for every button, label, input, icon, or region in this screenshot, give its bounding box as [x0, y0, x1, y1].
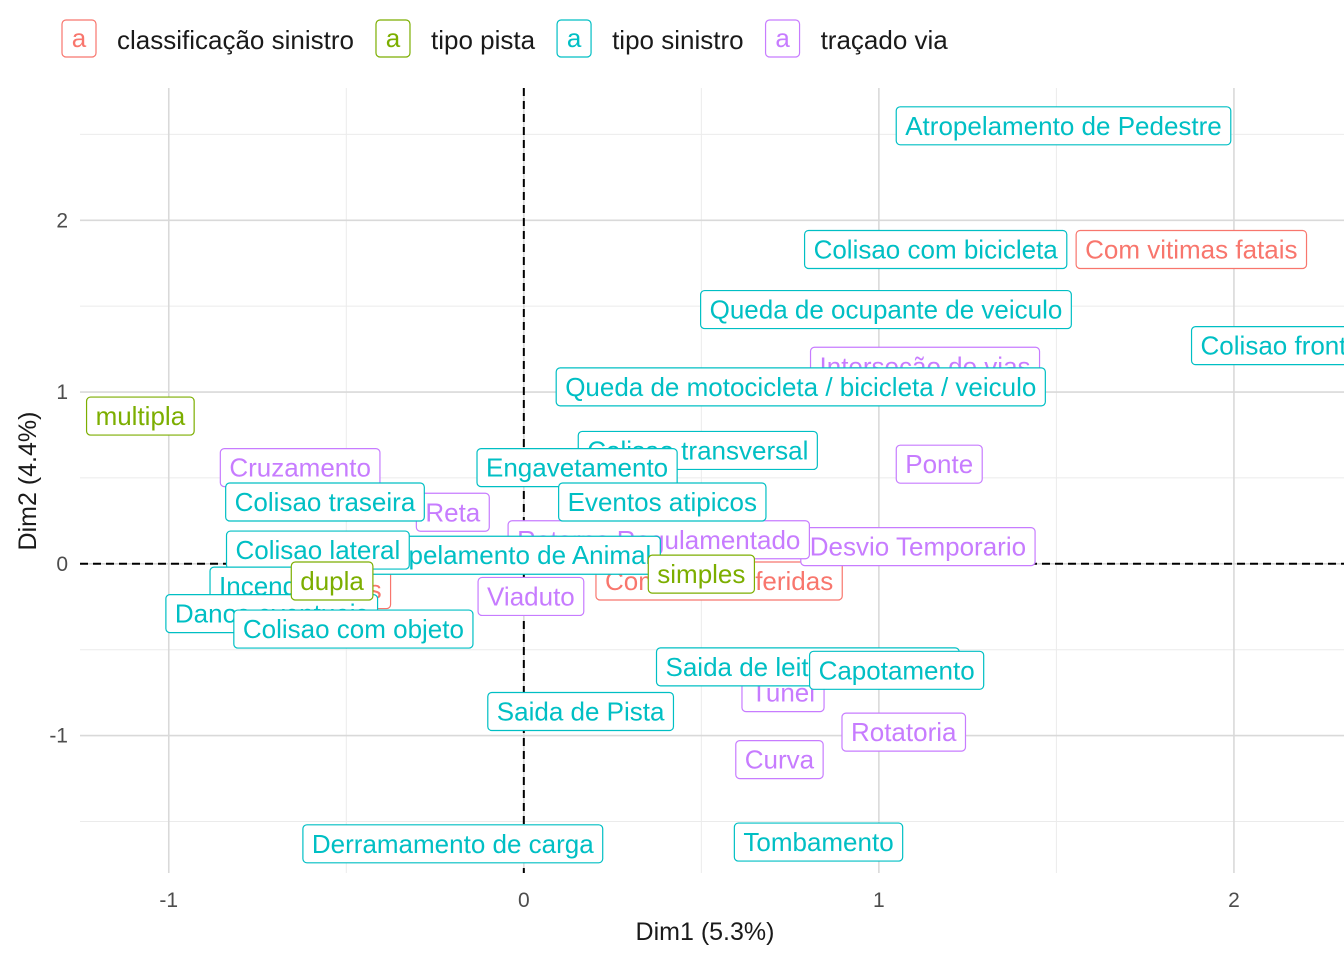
point-label-text: Capotamento	[819, 655, 975, 685]
point-label-text: Colisao traseira	[235, 487, 416, 517]
point-label-box	[477, 576, 585, 617]
legend-key-glyph: a	[386, 23, 401, 53]
point-label-text: Queda de motocicleta / bicicleta / veicu…	[565, 372, 1036, 402]
legend: a classificação sinistro a tipo pista a tipo …	[61, 19, 949, 58]
point-label-box	[487, 691, 675, 732]
point-label-text: Colisao frontal	[1201, 331, 1344, 361]
legend-key-glyph: a	[72, 23, 87, 53]
point-label-text: simples	[657, 559, 745, 589]
point-label-box	[558, 482, 767, 522]
point-label-box	[895, 106, 1232, 146]
point-label: Rotatoria	[841, 712, 967, 752]
point-label-text: Desvio Temporario	[810, 532, 1026, 562]
legend-item: a classificação sinistro	[61, 19, 354, 58]
point-label: multipla	[85, 396, 195, 436]
x-axis-title: Dim1 (5.3%)	[636, 918, 775, 946]
point-label: Colisao com bicicleta	[803, 229, 1068, 270]
legend-label: classificação sinistro	[117, 25, 354, 55]
point-label: Colisao traseira	[225, 482, 425, 522]
legend-key	[556, 19, 592, 58]
legend-item: a tipo pista	[375, 19, 536, 58]
legend-key-glyph: a	[567, 23, 582, 53]
point-label-text: Derramamento de carga	[312, 829, 594, 859]
point-label: simples	[647, 554, 756, 594]
legend-label: traçado via	[821, 25, 949, 55]
point-label-text: Tombamento	[743, 827, 893, 857]
point-label: Colisao frontal	[1190, 326, 1344, 366]
y-axis-title: Dim2 (4.4%)	[14, 412, 42, 551]
point-label-box	[700, 289, 1072, 330]
point-label: Tombamento	[733, 822, 904, 862]
point-label: Queda de ocupante de veiculo	[700, 289, 1072, 330]
point-label: Eventos atipicos	[558, 482, 767, 522]
point-label-text: Saida de Pista	[497, 697, 665, 727]
point-label-box	[233, 609, 474, 649]
x-tick-label: 1	[873, 889, 885, 912]
point-label: Viaduto	[477, 576, 585, 617]
point-label-box	[841, 712, 967, 752]
point-label-box	[1190, 326, 1344, 366]
point-label-text: Rotatoria	[851, 717, 957, 747]
point-label-box	[803, 229, 1068, 270]
point-label: Queda de motocicleta / bicicleta / veicu…	[555, 367, 1046, 407]
point-label-box	[808, 650, 985, 690]
point-label: Com vitimas fatais	[1075, 229, 1308, 270]
point-label-text: Curva	[745, 745, 815, 775]
point-label-box	[290, 561, 374, 601]
point-label-text: Eventos atipicos	[568, 487, 757, 517]
point-label: Ponte	[895, 444, 983, 484]
x-tick-label: -1	[159, 889, 178, 912]
y-tick-label: -1	[49, 725, 68, 748]
point-label-box	[85, 396, 195, 436]
point-label: Saida de Pista	[487, 691, 675, 732]
y-tick-label: 1	[56, 381, 68, 404]
point-label-text: Ponte	[905, 449, 973, 479]
point-label-text: Colisao com objeto	[243, 614, 464, 644]
point-label-text: dupla	[300, 566, 364, 596]
x-tick-label: 0	[518, 889, 530, 912]
point-label: Reta	[415, 492, 490, 532]
point-label-box	[302, 824, 604, 864]
axis-ticks: -1 0 1 2 -1 0 1 2	[49, 209, 1239, 912]
point-label-text: Engavetamento	[486, 453, 668, 483]
point-label: Colisao com objeto	[233, 609, 474, 649]
legend-item: a tipo sinistro	[556, 19, 744, 58]
point-label: Cruzamento	[219, 448, 381, 488]
point-label-box	[225, 482, 425, 522]
legend-item: a traçado via	[764, 19, 949, 58]
legend-key-glyph: a	[775, 23, 790, 53]
point-label: Desvio Temporario	[800, 527, 1036, 567]
point-label-box	[647, 554, 756, 594]
point-label-box	[733, 822, 904, 862]
x-tick-label: 2	[1228, 889, 1240, 912]
point-label-text: Com vitimas fatais	[1085, 234, 1297, 264]
point-label-text: Reta	[425, 497, 480, 527]
point-label-text: Colisao com bicicleta	[814, 234, 1059, 264]
legend-key	[375, 19, 411, 58]
legend-key	[764, 19, 801, 58]
point-label-text: Viaduto	[487, 581, 575, 611]
point-label: Atropelamento de Pedestre	[895, 106, 1232, 146]
point-label-box	[735, 740, 824, 780]
y-tick-label: 0	[56, 553, 68, 576]
point-label-text: Cruzamento	[229, 453, 371, 483]
point-label: Engavetamento	[476, 448, 678, 488]
point-label-box	[895, 444, 983, 484]
point-label-box	[1075, 229, 1308, 270]
y-tick-label: 2	[56, 209, 68, 232]
point-label-text: Atropelamento de Pedestre	[905, 111, 1222, 141]
point-label: Derramamento de carga	[302, 824, 604, 864]
legend-label: tipo pista	[431, 25, 536, 55]
point-label: Curva	[735, 740, 824, 780]
legend-key	[61, 19, 97, 58]
legend-label: tipo sinistro	[612, 25, 744, 55]
point-label-text: Colisao lateral	[236, 535, 401, 565]
point-label: dupla	[290, 561, 374, 601]
point-label-text: multipla	[96, 401, 186, 431]
point-label-box	[555, 367, 1046, 407]
point-label-text: Queda de ocupante de veiculo	[710, 295, 1063, 325]
point-label: Capotamento	[808, 650, 985, 690]
